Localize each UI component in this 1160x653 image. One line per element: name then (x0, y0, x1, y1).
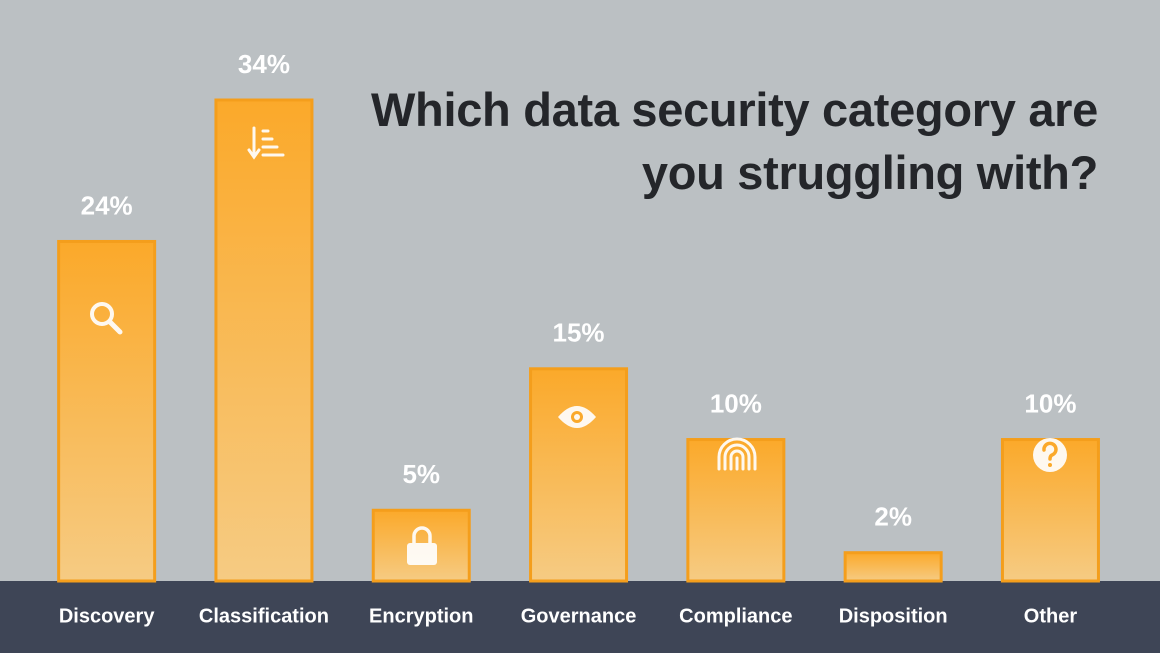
value-label: 2% (874, 502, 912, 532)
bar (843, 551, 943, 583)
value-label: 34% (238, 49, 290, 79)
search-icon (90, 302, 123, 335)
sort-icon (247, 126, 285, 160)
fingerprint-icon (717, 437, 757, 471)
lock-icon (407, 526, 437, 565)
eye-icon (558, 406, 596, 428)
x-tick-label: Discovery (59, 605, 155, 627)
footer-band (0, 581, 1160, 653)
x-tick-label: Compliance (679, 605, 792, 627)
value-label: 15% (553, 318, 605, 348)
bar (57, 239, 157, 583)
bars (57, 98, 1100, 583)
value-label: 10% (710, 388, 762, 418)
x-tick-label: Encryption (369, 605, 473, 627)
value-label: 5% (402, 459, 440, 489)
question-icon (1033, 438, 1067, 472)
bar (214, 98, 314, 583)
x-tick-label: Disposition (839, 605, 948, 627)
chart-title: Which data security category are you str… (370, 83, 1098, 199)
value-label: 10% (1024, 388, 1076, 418)
x-tick-label: Classification (199, 605, 329, 627)
bar (529, 367, 629, 583)
icons (90, 126, 1067, 565)
x-tick-label: Governance (521, 605, 637, 627)
value-label: 24% (81, 190, 133, 220)
x-tick-label: Other (1024, 605, 1078, 627)
